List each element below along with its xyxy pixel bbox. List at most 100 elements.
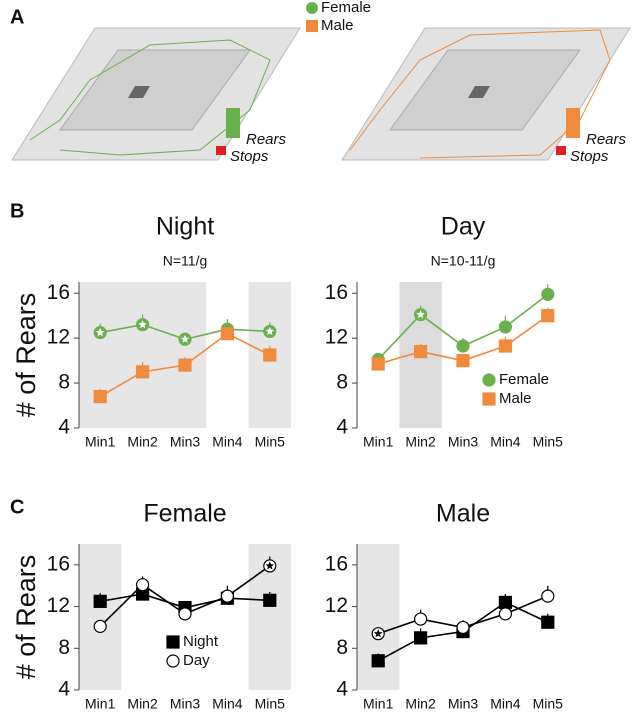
y-tick-label: 16 xyxy=(325,552,348,575)
shaded-region xyxy=(79,282,207,428)
point xyxy=(498,607,512,621)
y-tick-label: 4 xyxy=(336,416,348,439)
point xyxy=(178,607,192,621)
legend-label: Female xyxy=(499,371,549,388)
key-label: Stops xyxy=(230,148,269,165)
significance-star xyxy=(180,334,190,343)
y-tick-label: 16 xyxy=(47,281,70,304)
point xyxy=(414,345,428,359)
x-tick-label: Min1 xyxy=(363,696,394,712)
point xyxy=(136,578,150,592)
point xyxy=(456,354,470,368)
significance-star xyxy=(416,310,425,319)
x-tick-label: Min4 xyxy=(490,434,521,450)
y-tick-label: 4 xyxy=(336,678,348,701)
x-tick-label: Min4 xyxy=(490,696,521,712)
legend-marker xyxy=(166,635,180,649)
key-stop xyxy=(216,146,226,155)
y-axis-label: # of Rears xyxy=(11,293,41,418)
significance-star xyxy=(265,326,275,336)
panel-label: C xyxy=(10,496,24,518)
point xyxy=(414,631,428,645)
y-tick-label: 16 xyxy=(325,281,348,304)
y-tick-label: 8 xyxy=(58,636,70,659)
y-axis-label: # of Rears xyxy=(11,555,41,680)
key-rear-bar xyxy=(566,108,580,138)
panel-label: A xyxy=(10,6,24,28)
point xyxy=(220,327,234,341)
legend-marker xyxy=(482,392,496,406)
point xyxy=(541,287,555,301)
x-tick-label: Min3 xyxy=(170,696,201,712)
x-tick-label: Min4 xyxy=(212,434,243,450)
y-tick-label: 16 xyxy=(47,552,70,575)
point xyxy=(178,358,192,372)
shaded-region xyxy=(79,544,122,690)
significance-star xyxy=(373,629,383,638)
x-tick-label: Min2 xyxy=(405,434,436,450)
point xyxy=(541,589,555,603)
key-label: Rears xyxy=(246,131,287,148)
key-label: Rears xyxy=(586,131,627,148)
x-tick-label: Min5 xyxy=(533,434,564,450)
significance-star xyxy=(95,328,105,337)
x-tick-label: Min5 xyxy=(255,434,286,450)
panel-label: B xyxy=(10,200,24,222)
panel-a-arenas xyxy=(11,2,631,161)
x-tick-label: Min4 xyxy=(212,696,243,712)
track xyxy=(349,29,611,159)
x-tick-label: Min3 xyxy=(448,696,479,712)
point xyxy=(498,339,512,353)
x-tick-label: Min2 xyxy=(127,434,158,450)
point xyxy=(456,620,470,635)
x-tick-label: Min1 xyxy=(85,696,116,712)
point xyxy=(220,589,234,603)
key-rear-bar xyxy=(226,108,240,138)
point xyxy=(371,654,385,668)
y-tick-label: 12 xyxy=(47,326,70,349)
point xyxy=(371,357,385,371)
legend-label: Night xyxy=(183,633,219,650)
point xyxy=(498,595,512,610)
legend-marker xyxy=(306,2,318,14)
legend-label: Male xyxy=(321,17,354,34)
y-tick-label: 12 xyxy=(325,594,348,617)
y-tick-label: 8 xyxy=(336,371,348,394)
point xyxy=(541,615,555,629)
x-tick-label: Min2 xyxy=(405,696,436,712)
point xyxy=(414,612,428,626)
point xyxy=(263,593,277,607)
chart-subtitle: N=11/g xyxy=(163,253,208,269)
legend-marker xyxy=(482,373,496,387)
x-tick-label: Min3 xyxy=(170,434,201,450)
legend-label: Female xyxy=(321,0,371,16)
x-tick-label: Min2 xyxy=(127,696,158,712)
point xyxy=(263,348,277,362)
y-tick-label: 12 xyxy=(325,326,348,349)
point xyxy=(93,619,107,633)
significance-star xyxy=(95,596,105,605)
track xyxy=(29,39,271,156)
legend-label: Day xyxy=(183,652,210,669)
chart-title: Day xyxy=(441,213,486,241)
key-stop xyxy=(556,146,566,155)
x-tick-label: Min5 xyxy=(255,696,286,712)
point xyxy=(93,389,107,404)
chart-title: Male xyxy=(436,500,490,528)
y-tick-label: 4 xyxy=(58,416,70,439)
significance-star xyxy=(265,561,275,570)
arena-block xyxy=(468,86,490,98)
arena-block xyxy=(128,86,150,98)
legend-label: Male xyxy=(499,390,532,407)
chart-title: Female xyxy=(143,500,226,528)
point xyxy=(136,365,150,379)
key-label: Stops xyxy=(570,148,609,165)
legend-marker xyxy=(306,20,318,32)
y-tick-label: 8 xyxy=(58,371,70,394)
point xyxy=(541,309,555,323)
chart-subtitle: N=10-11/g xyxy=(431,253,496,269)
significance-star xyxy=(138,320,147,329)
point xyxy=(456,339,470,353)
x-tick-label: Min3 xyxy=(448,434,479,450)
